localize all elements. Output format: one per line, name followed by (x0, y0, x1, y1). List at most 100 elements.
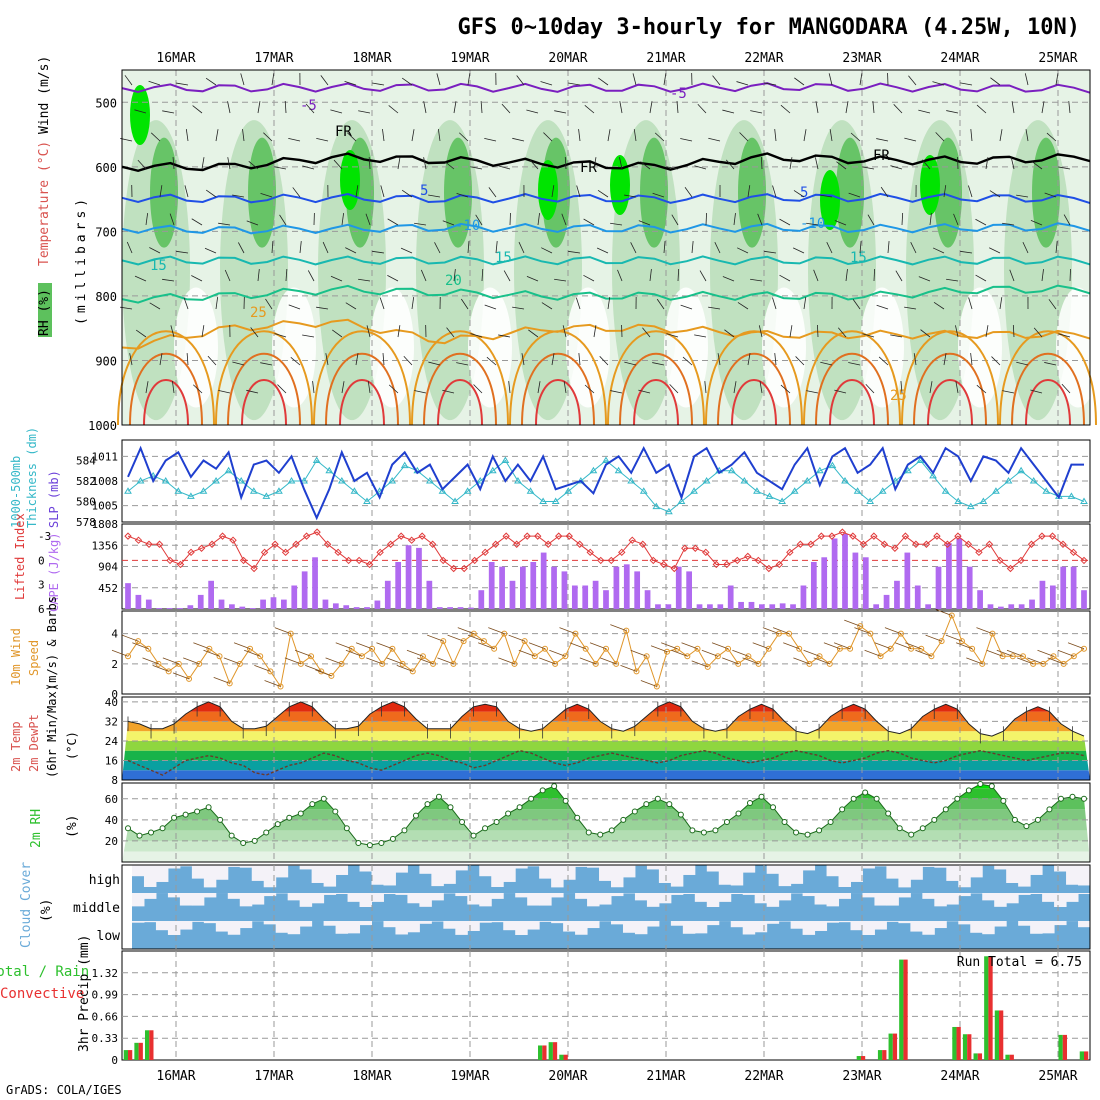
wind-barb (227, 157, 231, 170)
wind-barb-10m (457, 627, 474, 635)
cape-bar (935, 566, 942, 609)
precip-total-bar (134, 1042, 139, 1060)
temp-tick-label: 24 (105, 735, 119, 748)
wind-barb-10m (681, 642, 698, 650)
thickness-point (463, 487, 472, 494)
cloud-clear-block (802, 865, 816, 871)
cloud-clear-block (682, 921, 696, 934)
wind-frame (121, 610, 1091, 695)
wind-barb (764, 82, 777, 86)
cape-labels: Lifted Index CAPE (J/kg) (13, 513, 61, 612)
cape-bar (592, 580, 599, 609)
wind-barb (322, 241, 329, 254)
temp-band (122, 697, 1090, 702)
wind-barb (656, 298, 665, 310)
precip-total-bar (1005, 1054, 1010, 1060)
wind-barb (279, 214, 287, 226)
wind-barb (1058, 333, 1071, 338)
thickness-point (614, 466, 623, 474)
thickness-point (514, 477, 522, 484)
wind-barb (1016, 194, 1029, 198)
temp-tick-label: 32 (105, 715, 118, 728)
cloud-clear-block (383, 893, 396, 895)
boundary-isotherm (815, 352, 889, 426)
rh-point (770, 804, 777, 811)
wind-barb (135, 329, 147, 338)
wind-speed-point (755, 660, 762, 667)
cape-bar (249, 608, 256, 609)
rh-moist-core (934, 137, 962, 248)
temp-band (122, 721, 1090, 732)
thickness-point (174, 487, 183, 494)
cloud-clear-block (814, 921, 828, 931)
lifted-tick-label: -3 (38, 530, 51, 543)
thickness-point (287, 477, 296, 484)
wind-barb (215, 129, 219, 142)
wind-barb-10m (213, 677, 230, 684)
cloud-clear-block (275, 865, 289, 878)
wind-barb (512, 137, 525, 142)
cloud-clear-block (802, 921, 816, 935)
cape-bar (1018, 604, 1025, 609)
cape-bar (987, 604, 994, 609)
lifted-index-point (807, 540, 815, 548)
wind-barb (724, 329, 735, 338)
rh-point (286, 814, 293, 821)
date-label-bottom: 16MAR (156, 1069, 195, 1084)
wind-speed-point (1060, 660, 1067, 667)
rh-point (159, 825, 166, 832)
cloud-clear-block (766, 893, 780, 907)
wind-barb (246, 389, 259, 394)
wind-barb (669, 384, 679, 394)
cloud-level-label: high (89, 873, 120, 888)
wind-barb (789, 325, 793, 338)
wind-barb (397, 325, 401, 338)
wind-barb (411, 129, 415, 142)
cloud-clear-block (431, 865, 444, 887)
wind-barb (642, 327, 651, 338)
cloud-clear-block (479, 893, 492, 907)
precip-total-bar (538, 1045, 543, 1060)
cloud-clear-block (419, 893, 432, 907)
cloud-clear-block (575, 893, 588, 899)
wind-barb-10m (335, 642, 352, 650)
wind-speed-point (358, 653, 365, 660)
wind-barb (372, 82, 385, 86)
thickness-point (727, 466, 736, 474)
wind-speed-point (491, 645, 498, 652)
precip-convective-bar (552, 1042, 558, 1060)
cape-bar (1070, 566, 1077, 609)
contour-label: 15 (495, 250, 512, 266)
wind-barb (302, 334, 315, 338)
rh-point (781, 818, 788, 825)
rh-point (424, 801, 431, 808)
boundary-isotherm (829, 379, 875, 426)
wind-barb (630, 242, 637, 254)
wind-barb (341, 381, 345, 394)
wind-barb (453, 101, 457, 114)
contour-label: 25 (890, 388, 907, 404)
wind-barb-10m (284, 657, 302, 665)
precip-convective-bar (988, 956, 993, 1060)
wind-barb (1058, 166, 1071, 170)
wind-barb (583, 218, 595, 226)
wind-barb (521, 353, 525, 366)
wind-speed-point (979, 660, 986, 667)
cloud-clear-block (742, 921, 756, 935)
wind-speed-point (633, 668, 640, 675)
cape-label: CAPE (J/kg) (47, 533, 61, 612)
wind-barb (774, 129, 777, 142)
precip-axis-label: 3hr Precip (mm) (77, 935, 92, 1052)
wind-speed-point (613, 660, 620, 667)
rh-point (631, 808, 638, 815)
boundary-isotherm (607, 330, 705, 426)
thickness-point (539, 497, 547, 504)
wind-barb (747, 185, 751, 198)
wind-speed-point (969, 645, 976, 652)
wind-speed-point (958, 638, 965, 645)
wind-barb (176, 250, 189, 254)
wind-barb (1061, 383, 1071, 394)
lifted-index-point (124, 532, 132, 540)
wind-barb (495, 241, 498, 254)
cloud-clear-block (575, 865, 588, 867)
